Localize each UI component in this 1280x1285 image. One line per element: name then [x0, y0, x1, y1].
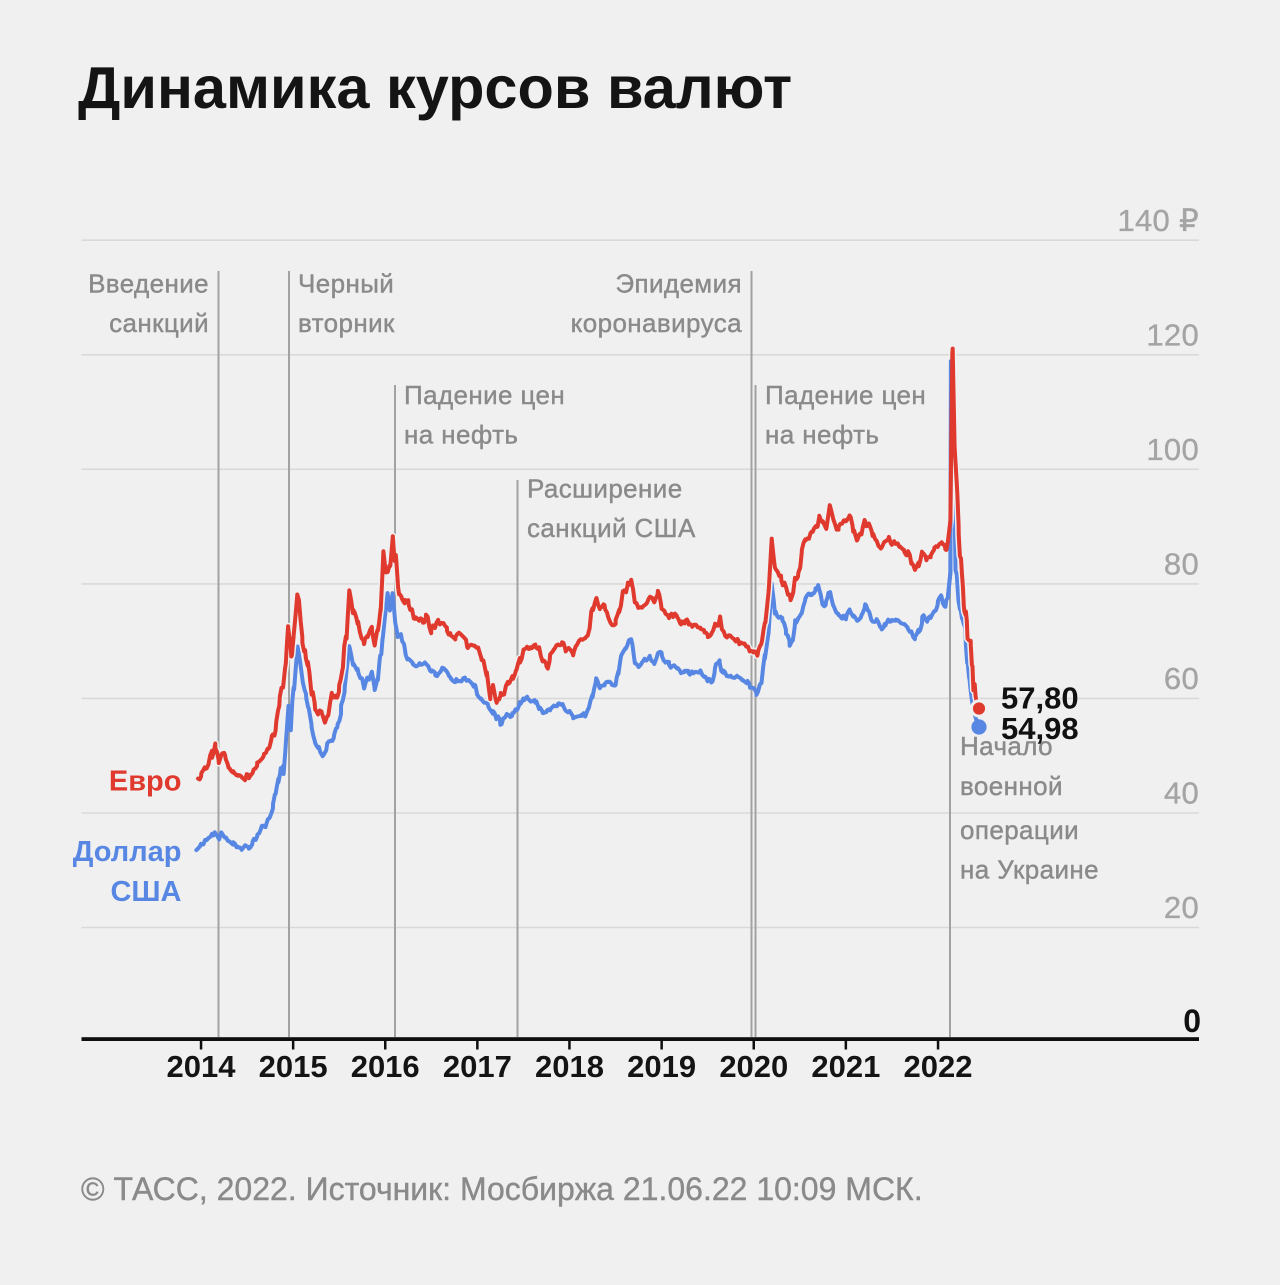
- svg-text:0: 0: [1183, 1003, 1201, 1039]
- svg-text:Введение: Введение: [88, 269, 209, 299]
- svg-text:вторник: вторник: [298, 308, 395, 338]
- svg-text:© ТАСС, 2022. Источник: Мосбир: © ТАСС, 2022. Источник: Мосбиржа 21.06.2…: [81, 1171, 923, 1207]
- svg-text:2018: 2018: [535, 1049, 604, 1084]
- svg-text:Доллар: Доллар: [73, 836, 182, 868]
- svg-text:Начало: Начало: [960, 731, 1053, 761]
- svg-text:60: 60: [1164, 661, 1199, 696]
- svg-text:коронавируса: коронавируса: [571, 308, 742, 338]
- svg-text:санкций: санкций: [109, 308, 209, 338]
- svg-text:40: 40: [1164, 776, 1199, 811]
- svg-text:2022: 2022: [904, 1049, 973, 1084]
- svg-text:2019: 2019: [627, 1049, 696, 1084]
- svg-text:140 ₽: 140 ₽: [1117, 203, 1199, 238]
- svg-text:2014: 2014: [167, 1049, 237, 1084]
- svg-text:Расширение: Расширение: [527, 474, 683, 504]
- svg-text:Падение цен: Падение цен: [765, 380, 926, 410]
- svg-text:2021: 2021: [811, 1049, 880, 1084]
- svg-text:на нефть: на нефть: [404, 420, 518, 450]
- svg-text:100: 100: [1146, 432, 1199, 467]
- svg-text:операции: операции: [960, 815, 1079, 845]
- svg-text:2020: 2020: [719, 1049, 788, 1084]
- svg-text:120: 120: [1146, 318, 1199, 353]
- svg-text:Эпидемия: Эпидемия: [615, 269, 742, 299]
- svg-text:Черный: Черный: [298, 269, 394, 299]
- svg-text:2016: 2016: [351, 1049, 420, 1084]
- svg-text:Динамика курсов валют: Динамика курсов валют: [78, 54, 792, 121]
- svg-text:санкций США: санкций США: [527, 513, 696, 543]
- svg-text:2017: 2017: [443, 1049, 512, 1084]
- svg-text:20: 20: [1164, 890, 1199, 925]
- svg-text:2015: 2015: [259, 1049, 328, 1084]
- svg-text:военной: военной: [960, 771, 1063, 801]
- svg-text:57,80: 57,80: [1001, 681, 1079, 716]
- svg-text:80: 80: [1164, 547, 1199, 582]
- svg-text:на нефть: на нефть: [765, 420, 879, 450]
- svg-text:на Украине: на Украине: [960, 855, 1099, 885]
- svg-text:Евро: Евро: [109, 766, 182, 798]
- svg-text:Падение цен: Падение цен: [404, 380, 565, 410]
- svg-text:США: США: [110, 876, 181, 908]
- svg-text:54,98: 54,98: [1001, 711, 1079, 746]
